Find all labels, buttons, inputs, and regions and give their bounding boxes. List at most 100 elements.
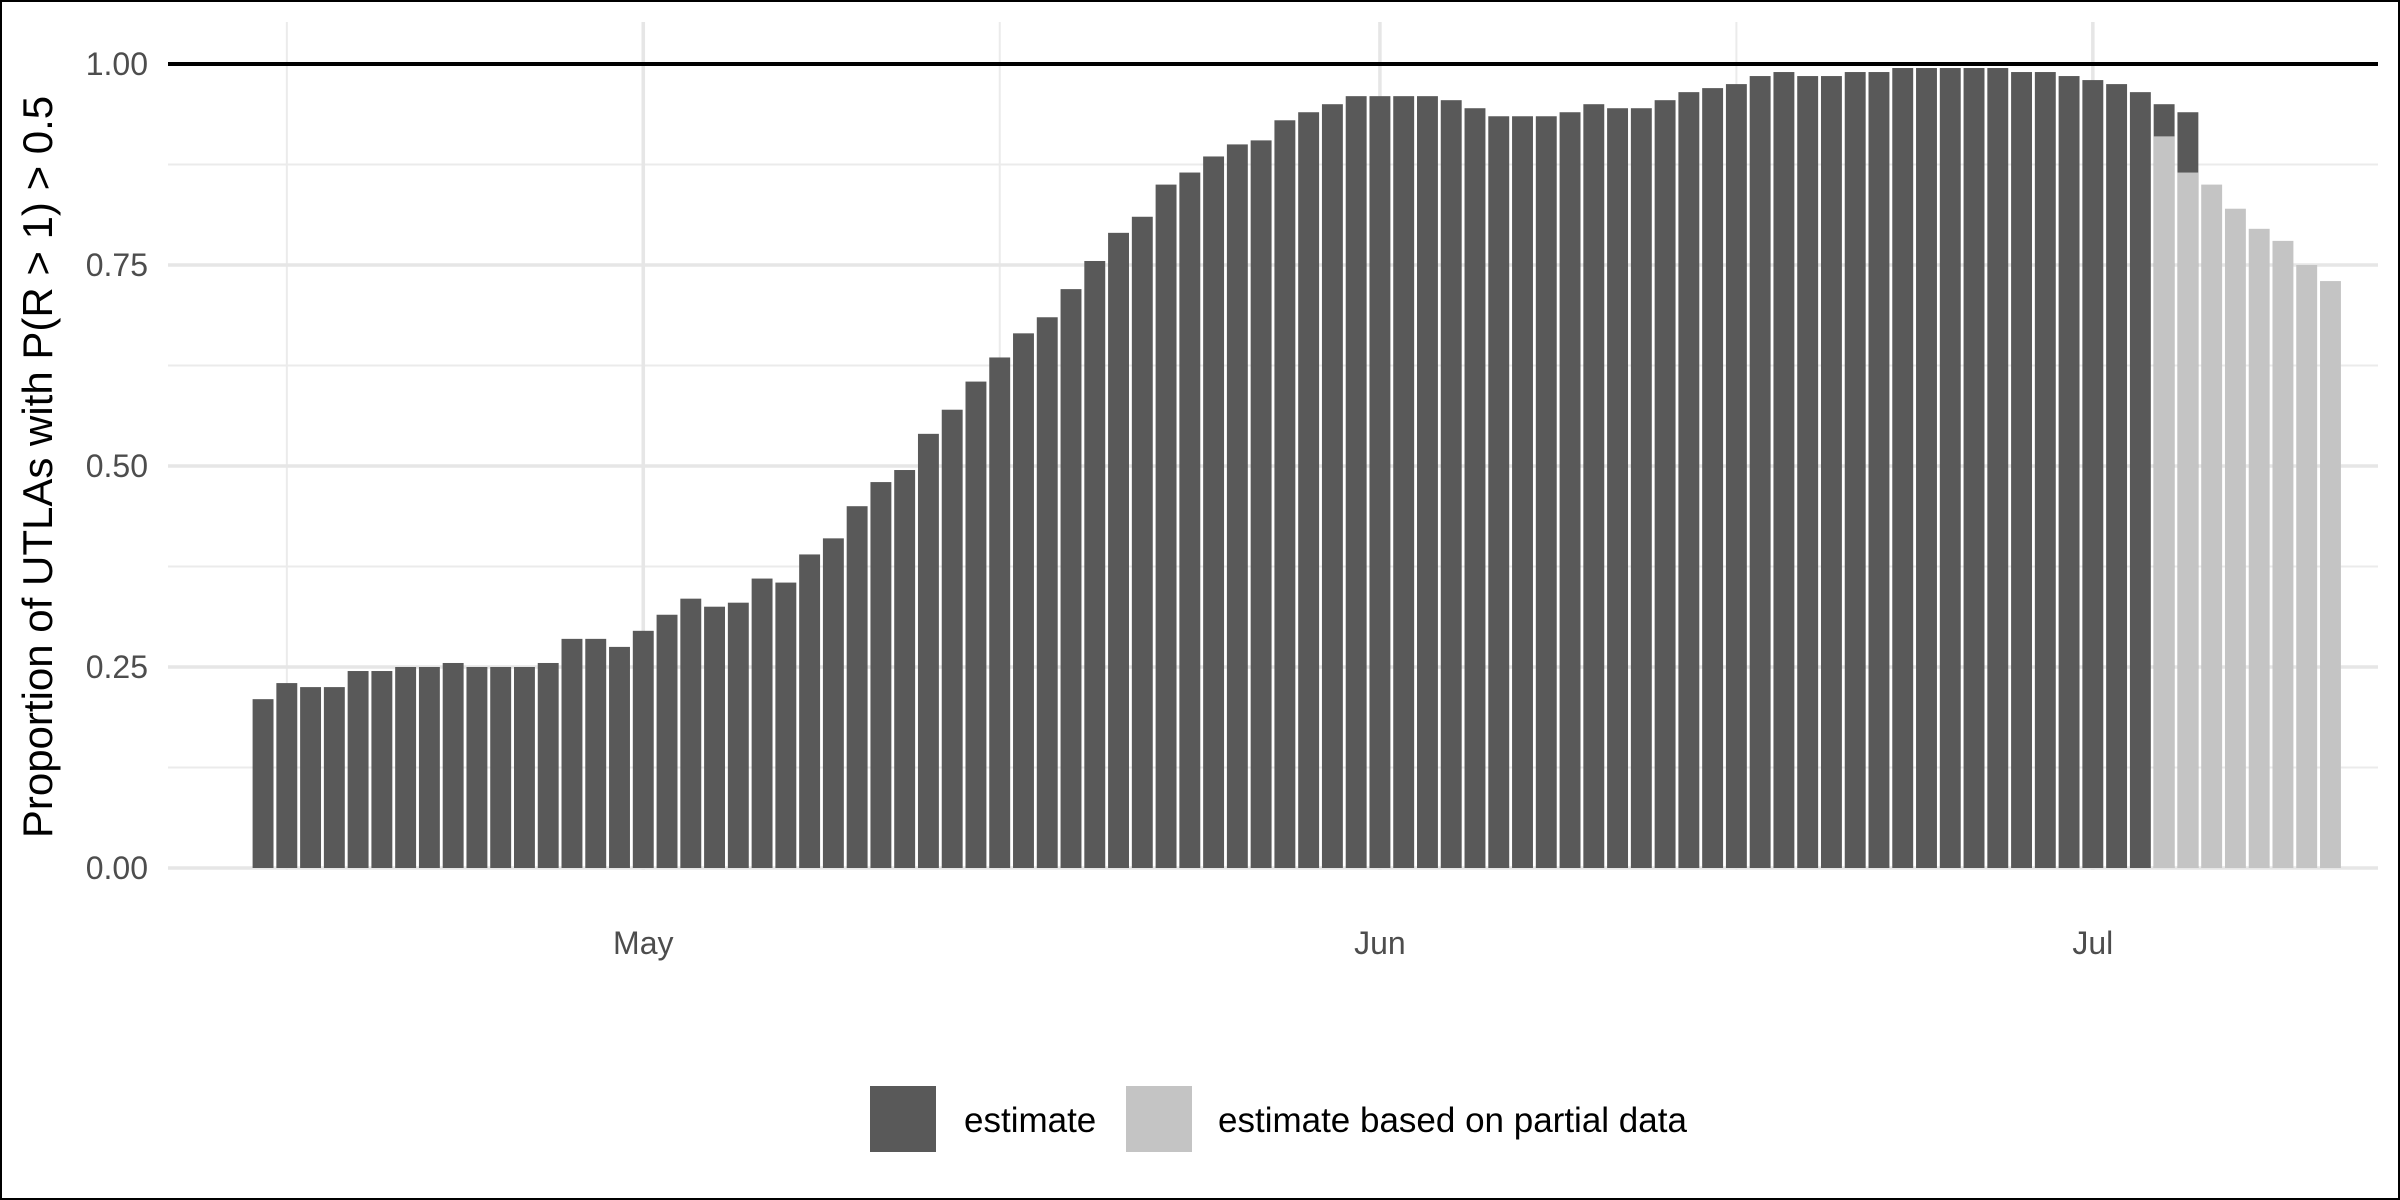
estimate-bar (1512, 116, 1533, 868)
estimate-bar (870, 482, 892, 868)
partial-estimate-bar (2224, 208, 2246, 869)
estimate-bar (941, 409, 963, 868)
estimate-bar (799, 554, 821, 868)
estimate-bar (1298, 112, 1320, 869)
estimate-bar (727, 602, 749, 868)
estimate-bar (514, 667, 535, 868)
estimate-bar (276, 683, 298, 868)
estimate-bar (965, 381, 987, 868)
estimate-bar (822, 538, 844, 868)
estimate-bar (609, 646, 630, 868)
estimate-bar (1749, 76, 1771, 868)
estimate-bar (1963, 68, 1985, 868)
partial-estimate-bar (2296, 265, 2318, 868)
estimate-bar (2034, 72, 2056, 869)
estimate-bar (1583, 104, 1605, 868)
estimate-bar (1250, 140, 1272, 868)
estimate-bar (2082, 80, 2104, 868)
estimate-bar (1013, 333, 1034, 869)
estimate-bar (490, 667, 512, 868)
estimate-bar (418, 667, 440, 868)
estimate-bar (585, 638, 607, 868)
estimate-bar (2129, 92, 2151, 868)
estimate-bar (680, 598, 702, 868)
x-tick-label: May (613, 925, 673, 961)
estimate-bar (1108, 232, 1129, 869)
estimate-bar (1321, 104, 1343, 868)
estimate-bar (1892, 68, 1914, 868)
y-tick-label: 0.00 (86, 850, 148, 886)
estimate-bar (1654, 100, 1676, 869)
estimate-bar (1702, 88, 1724, 869)
estimate-bar (323, 687, 345, 868)
estimate-bar (1369, 96, 1391, 868)
estimate-bar (1916, 68, 1937, 868)
partial-estimate-bar (2177, 172, 2199, 869)
estimate-bar (1274, 120, 1296, 868)
estimate-bar (2106, 84, 2128, 869)
estimate-bar (1630, 108, 1652, 869)
estimate-bar (347, 671, 369, 868)
estimate-bar (846, 506, 868, 868)
estimate-bar (1535, 116, 1557, 868)
estimate-bar (1131, 216, 1153, 868)
y-tick-label: 0.75 (86, 247, 148, 283)
y-axis-ticks: 0.00 0.25 0.50 0.75 1.00 (86, 46, 148, 886)
estimate-bar (1226, 144, 1248, 868)
x-axis-ticks: May Jun Jul (613, 925, 2113, 961)
estimate-bar (775, 582, 797, 868)
estimate-bar (1773, 72, 1795, 869)
legend-label: estimate based on partial data (1218, 1101, 1687, 1140)
x-tick-label: Jun (1354, 925, 1406, 961)
estimate-bar (632, 630, 654, 868)
estimate-bar (704, 606, 726, 868)
partial-estimate-bar (2320, 281, 2341, 869)
estimate-bar (656, 614, 678, 868)
estimate-bar (1464, 108, 1486, 869)
estimate-bar (1939, 68, 1961, 868)
estimate-bar (1393, 96, 1415, 868)
estimate-bar (1844, 72, 1866, 869)
estimate-bar (1797, 76, 1819, 868)
legend-key-swatch (1126, 1086, 1192, 1152)
estimate-bar (1559, 112, 1581, 869)
estimate-bar (442, 662, 464, 868)
estimate-bar (1725, 84, 1747, 869)
estimate-bar (1036, 317, 1058, 868)
estimate-bar (1345, 96, 1367, 868)
estimate-bar (252, 699, 274, 868)
estimate-bar (1607, 108, 1629, 869)
estimate-bar (1155, 184, 1177, 869)
y-tick-label: 0.25 (86, 649, 148, 685)
estimate-bar (1820, 76, 1842, 868)
estimate-bar (1488, 116, 1510, 868)
estimate-bar (1678, 92, 1700, 868)
estimate-bar (751, 578, 773, 868)
bars (252, 68, 2341, 869)
estimate-bar (917, 433, 939, 868)
estimate-bar (1987, 68, 2009, 868)
y-tick-label: 1.00 (86, 46, 148, 82)
estimate-bar (989, 357, 1011, 868)
partial-estimate-bar (2272, 240, 2294, 868)
estimate-bar (561, 638, 583, 868)
estimate-bar (1179, 172, 1201, 869)
partial-estimate-bar (2201, 184, 2223, 869)
estimate-bar (2011, 72, 2032, 869)
estimate-bar (1084, 260, 1106, 869)
estimate-bar (1203, 156, 1225, 868)
legend-label: estimate (964, 1101, 1096, 1140)
estimate-bar (395, 667, 417, 868)
x-tick-label: Jul (2072, 925, 2113, 961)
estimate-bar (371, 671, 393, 868)
estimate-bar (2058, 76, 2080, 868)
y-axis-title: Proportion of UTLAs with P(R > 1) > 0.5 (14, 96, 61, 838)
estimate-bar (300, 687, 322, 868)
legend-key-swatch (870, 1086, 936, 1152)
partial-estimate-bar (2248, 228, 2270, 868)
partial-estimate-bar (2153, 136, 2175, 869)
estimate-bar (1060, 289, 1082, 868)
estimate-bar (894, 470, 916, 868)
estimate-bar (537, 662, 559, 868)
